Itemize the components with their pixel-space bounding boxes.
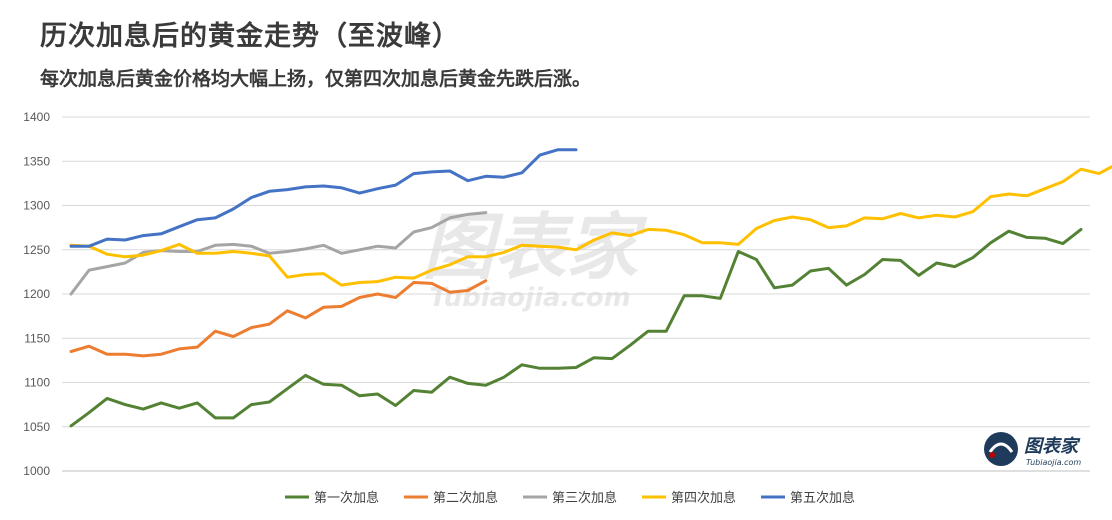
watermark-subtext: Tubiaojia.com bbox=[429, 283, 630, 313]
y-tick-label: 1200 bbox=[23, 287, 50, 301]
y-tick-label: 1000 bbox=[23, 464, 50, 478]
chart-title: 历次加息后的黄金走势（至波峰） bbox=[40, 21, 460, 52]
y-tick-label: 1100 bbox=[24, 376, 50, 390]
y-tick-label: 1300 bbox=[23, 199, 50, 213]
legend-label-3: 第三次加息 bbox=[552, 490, 617, 506]
legend: 第一次加息 第二次加息 第三次加息 第四次加息 第五次加息 bbox=[285, 490, 855, 506]
logo-subtext: Tubiaojia.com bbox=[1026, 458, 1081, 467]
watermark: 图表家 Tubiaojia.com bbox=[422, 205, 648, 313]
series-line-4 bbox=[69, 164, 1112, 287]
logo-icon bbox=[984, 432, 1018, 466]
logo-icon-dot bbox=[989, 452, 995, 458]
logo-icon-arc bbox=[988, 442, 1014, 453]
y-tick-label: 1150 bbox=[24, 331, 50, 345]
y-axis: 1000 1050 1100 1150 1200 1250 1300 1350 1400 bbox=[23, 110, 50, 478]
legend-label-5: 第五次加息 bbox=[790, 490, 855, 506]
legend-label-2: 第二次加息 bbox=[433, 490, 498, 506]
series-line-2 bbox=[69, 279, 488, 358]
series-line-1 bbox=[69, 227, 1083, 428]
legend-label-4: 第四次加息 bbox=[671, 490, 736, 506]
y-tick-label: 1400 bbox=[23, 110, 50, 124]
series-lines bbox=[69, 148, 1112, 428]
chart-subtitle: 每次加息后黄金价格均大幅上扬，仅第四次加息后黄金先跌后涨。 bbox=[40, 68, 592, 90]
brand-logo: 图表家 Tubiaojia.com bbox=[984, 432, 1081, 467]
logo-text: 图表家 bbox=[1024, 436, 1081, 457]
y-tick-label: 1350 bbox=[23, 154, 50, 168]
y-tick-label: 1050 bbox=[23, 420, 50, 434]
y-tick-label: 1250 bbox=[23, 243, 50, 257]
series-line-5 bbox=[69, 148, 578, 248]
legend-label-1: 第一次加息 bbox=[314, 490, 379, 506]
